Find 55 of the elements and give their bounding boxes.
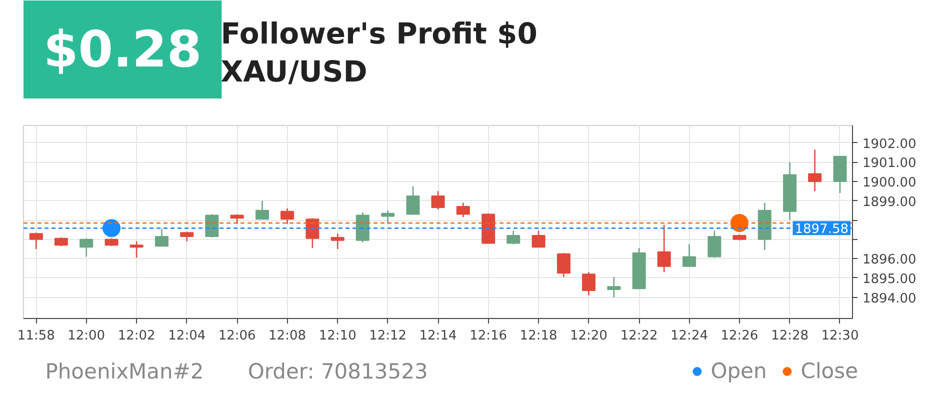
- legend-label: Open: [710, 359, 767, 383]
- x-tick-label: 12:08: [268, 328, 306, 344]
- x-tick-label: 12:30: [821, 328, 859, 344]
- x-tick-label: 12:02: [118, 328, 156, 344]
- candlestick: [431, 190, 445, 210]
- text: Order: 70813523: [248, 360, 428, 384]
- x-tick-label: 11:58: [17, 328, 55, 344]
- candlestick: [657, 224, 671, 273]
- candlestick: [130, 240, 144, 258]
- chart-title: Follower's Profit $0: [220, 16, 538, 50]
- chart-subtitle: XAU/USD: [220, 54, 368, 88]
- candlestick: [456, 202, 470, 218]
- x-tick-label: 12:28: [771, 328, 809, 344]
- x-tick-label: 12:16: [470, 328, 508, 344]
- x-tick-label: 12:24: [670, 328, 708, 344]
- x-tick-label: 12:00: [68, 328, 106, 344]
- y-tick-label: 1899.00: [862, 194, 916, 210]
- candlestick: [506, 230, 520, 245]
- x-tick-label: 12:18: [520, 328, 558, 344]
- text: $0.28: [44, 20, 202, 78]
- x-tick-label: 12:14: [419, 328, 457, 344]
- candlestick: [582, 272, 596, 296]
- ref-line-label: 1897.58: [794, 222, 849, 238]
- candlestick: [280, 208, 294, 225]
- candlestick: [80, 238, 94, 258]
- x-tick-label: 12:20: [570, 328, 608, 344]
- x-tick-label: 12:12: [369, 328, 407, 344]
- candlestick: [205, 214, 219, 238]
- candlestick: [682, 244, 696, 268]
- y-tick-label: 1902.00: [862, 136, 916, 152]
- y-tick-label: 1901.00: [862, 156, 916, 172]
- candlestick: [808, 148, 822, 192]
- candlestick: [532, 230, 546, 248]
- x-tick-label: 12:26: [720, 328, 758, 344]
- y-tick-label: 1900.00: [862, 175, 916, 190]
- text: PhoenixMan#2: [45, 360, 204, 384]
- y-tick-label: 1896.00: [862, 252, 916, 268]
- candlestick: [29, 232, 43, 250]
- y-tick-label: 1895.00: [862, 272, 916, 287]
- y-tick-label: 1894.00: [862, 291, 916, 306]
- candlestick: [255, 200, 270, 220]
- candlestick: [406, 186, 420, 215]
- x-tick-label: 12:22: [620, 328, 658, 344]
- x-tick-label: 12:06: [218, 328, 256, 344]
- x-tick-label: 12:10: [318, 328, 356, 344]
- candlestick: [607, 276, 621, 298]
- candlestick: [180, 231, 194, 242]
- candlestick: [306, 217, 320, 249]
- candlestick: [330, 232, 344, 250]
- candlestick: [381, 210, 395, 225]
- x-tick-label: 12:04: [168, 328, 206, 344]
- candlestick: [708, 230, 722, 258]
- legend-label: Close: [800, 359, 858, 383]
- candlestick: [154, 228, 168, 247]
- candlestick: [556, 252, 570, 278]
